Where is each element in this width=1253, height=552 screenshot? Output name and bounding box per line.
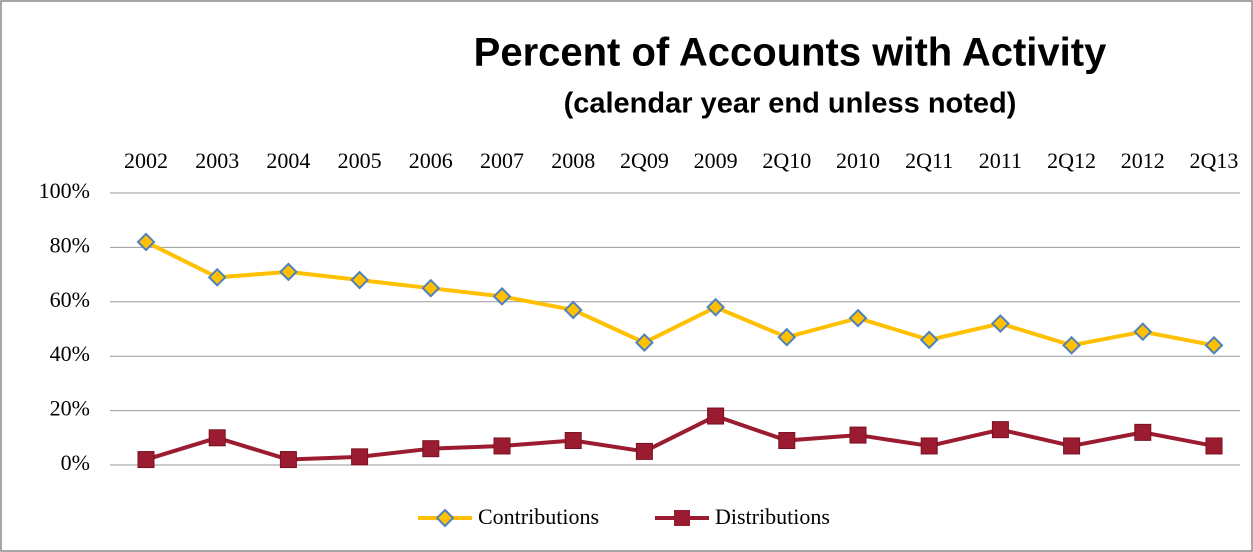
x-tick-label: 2002 — [124, 148, 168, 173]
data-point — [1133, 322, 1153, 342]
y-tick-label: 80% — [50, 232, 90, 257]
legend-marker — [674, 510, 690, 526]
y-tick-label: 100% — [39, 178, 90, 203]
x-tick-label: 2005 — [338, 148, 382, 173]
x-tick-label: 2Q09 — [620, 148, 669, 173]
legend-label: Contributions — [478, 504, 599, 529]
data-point — [1063, 437, 1081, 455]
data-point — [137, 451, 155, 469]
data-point — [990, 314, 1010, 333]
data-point — [564, 432, 582, 450]
data-point — [136, 232, 156, 252]
data-point — [278, 262, 298, 282]
y-tick-label: 0% — [61, 450, 90, 475]
series-line — [145, 240, 1215, 348]
y-tick-label: 40% — [50, 341, 90, 366]
series-line — [145, 414, 1215, 462]
data-point — [1134, 423, 1152, 441]
data-point — [563, 300, 583, 320]
x-tick-label: 2007 — [480, 148, 524, 173]
data-point — [849, 426, 867, 444]
data-point — [351, 448, 369, 466]
data-point — [920, 437, 938, 455]
data-point — [422, 440, 440, 458]
x-tick-label: 2012 — [1121, 148, 1165, 173]
legend-label: Distributions — [715, 504, 830, 529]
data-point — [634, 333, 654, 353]
data-point — [350, 270, 370, 290]
x-tick-label: 2003 — [195, 148, 239, 173]
data-point — [777, 327, 797, 347]
data-point — [492, 286, 512, 306]
data-point — [778, 432, 796, 450]
x-tick-label: 2004 — [266, 148, 310, 173]
data-point — [1204, 335, 1224, 355]
data-point — [421, 278, 441, 298]
data-point — [207, 267, 227, 287]
x-tick-label: 2Q13 — [1190, 148, 1239, 173]
y-tick-label: 60% — [50, 287, 90, 312]
x-tick-label: 2011 — [979, 148, 1022, 173]
legend-marker — [435, 508, 455, 528]
chart-title: Percent of Accounts with Activity — [474, 31, 1107, 75]
data-point — [635, 442, 653, 460]
x-tick-label: 2010 — [836, 148, 880, 173]
data-point — [919, 330, 939, 350]
y-tick-label: 20% — [50, 396, 90, 421]
x-tick-label: 2Q11 — [905, 148, 953, 173]
data-point — [706, 297, 726, 317]
x-tick-label: 2006 — [409, 148, 453, 173]
data-point — [1062, 335, 1082, 355]
data-point — [208, 429, 226, 447]
x-tick-label: 2009 — [694, 148, 738, 173]
data-point — [1205, 437, 1223, 455]
x-tick-label: 2008 — [551, 148, 595, 173]
data-point — [707, 407, 725, 425]
data-point — [848, 308, 868, 328]
data-point — [493, 437, 511, 455]
x-tick-label: 2Q12 — [1047, 148, 1096, 173]
chart-subtitle: (calendar year end unless noted) — [564, 88, 1017, 120]
data-point — [279, 451, 297, 469]
x-tick-label: 2Q10 — [762, 148, 811, 173]
data-point — [991, 421, 1009, 439]
